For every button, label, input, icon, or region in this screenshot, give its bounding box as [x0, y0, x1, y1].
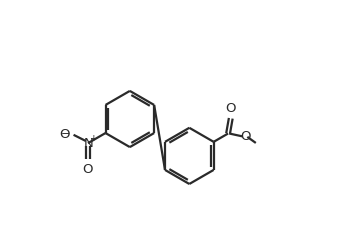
Text: $\mathregular{-}$: $\mathregular{-}$: [60, 127, 70, 137]
Text: $\mathregular{N}$: $\mathregular{N}$: [83, 137, 93, 150]
Text: $\mathregular{O}$: $\mathregular{O}$: [82, 164, 94, 176]
Text: $\mathregular{O}$: $\mathregular{O}$: [240, 130, 251, 143]
Text: $\mathregular{O}$: $\mathregular{O}$: [225, 102, 237, 115]
Text: $\mathregular{+}$: $\mathregular{+}$: [89, 133, 98, 143]
Text: $\mathregular{O}$: $\mathregular{O}$: [59, 128, 71, 141]
